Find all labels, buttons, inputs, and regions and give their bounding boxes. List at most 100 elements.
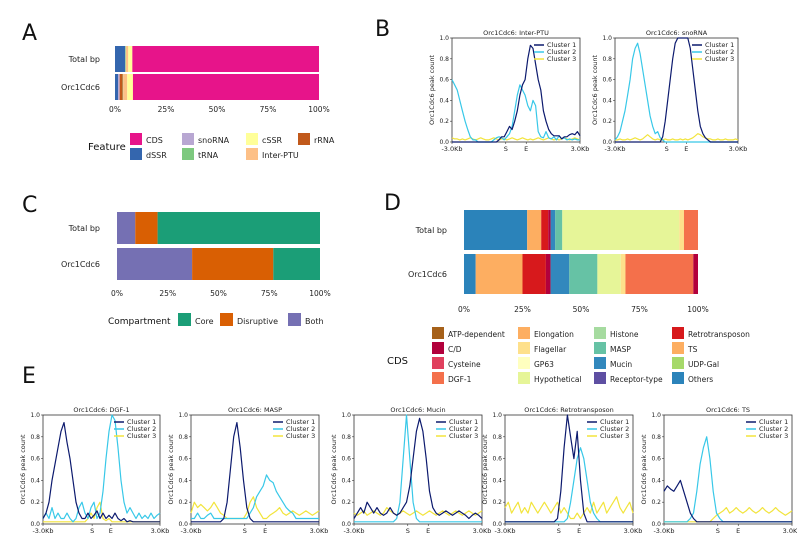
category-label: Orc1Cdc6 [61, 83, 100, 92]
plot-title: Orc1Cdc6: MASP [228, 406, 282, 414]
bar-c-1-core [273, 248, 320, 280]
legend-swatch [594, 357, 606, 369]
y-tick-label: 0.4 [341, 477, 351, 484]
bar-a-1-inter-ptu [123, 74, 127, 100]
panel-e4: Orc1Cdc6: Retrotransposon Orc1Cdc6 peak c… [481, 406, 642, 535]
y-tick-label: 1.0 [439, 35, 449, 42]
category-label: Total bp [415, 226, 447, 235]
legend-label: C/D [448, 345, 462, 354]
legend-swatch [246, 148, 258, 160]
legend-label: Cluster 3 [449, 432, 478, 440]
x-tick-label: 100% [309, 289, 330, 298]
series-line-cluster-3 [664, 508, 792, 522]
legend-swatch [432, 372, 444, 384]
plot-title: Orc1Cdc6: Inter-PTU [483, 29, 549, 37]
x-tick-label: 75% [631, 305, 648, 314]
plot-title: Orc1Cdc6: Retrotransposon [524, 406, 614, 414]
x-tick-label: E [684, 145, 688, 153]
legend-swatch [594, 372, 606, 384]
legend-swatch [518, 327, 530, 339]
y-axis-label: Orc1Cdc6 peak count [428, 55, 436, 126]
legend-label: Core [195, 317, 214, 326]
x-tick-label: E [426, 527, 430, 535]
bar-a-1-cssr [127, 74, 133, 100]
bar-d-1-others [464, 254, 476, 294]
legend-label: Retrotransposon [688, 330, 750, 339]
x-tick-label: 50% [573, 305, 590, 314]
y-tick-label: 0.2 [178, 499, 188, 506]
y-tick-label: 0.2 [439, 118, 449, 125]
bar-c-1-disruptive [192, 248, 273, 280]
x-tick-label: 75% [260, 105, 277, 114]
x-tick-label: S [406, 527, 410, 535]
y-tick-label: 0.8 [30, 434, 40, 441]
legend-swatch [672, 342, 684, 354]
legend-title: Feature [88, 142, 126, 153]
x-tick-label: 0% [109, 105, 121, 114]
x-tick-label: 50% [210, 289, 227, 298]
x-tick-label: -3.0Kb [32, 527, 53, 535]
bar-d-0-others [464, 210, 527, 250]
series-line-cluster-3 [615, 134, 738, 140]
y-tick-label: 1.0 [651, 412, 661, 419]
legend-swatch [298, 133, 310, 145]
bar-d-0-dgf-1 [684, 210, 698, 250]
y-axis-label: Orc1Cdc6 peak count [481, 434, 489, 505]
panel-e3: Orc1Cdc6: MucinOrc1Cdc6 peak count0.00.2… [330, 406, 491, 535]
bar-c-0-core [158, 212, 320, 244]
category-label: Total bp [68, 55, 100, 64]
y-tick-label: 0.6 [341, 456, 351, 463]
x-tick-label: S [557, 527, 561, 535]
bar-a-0-inter-ptu [126, 46, 128, 72]
x-tick-label: S [504, 145, 508, 153]
series-line-cluster-2 [191, 475, 319, 519]
legend-title: CDS [387, 356, 408, 367]
legend-label: Cluster 3 [705, 55, 734, 63]
y-tick-label: 0.8 [651, 434, 661, 441]
x-tick-label: E [263, 527, 267, 535]
x-tick-label: 0% [458, 305, 470, 314]
plot-title: Orc1Cdc6: Mucin [390, 406, 445, 414]
panel-b2: Orc1Cdc6: snoRNAOrc1Cdc6 peak count0.00.… [591, 29, 747, 153]
legend-label: Cluster 3 [127, 432, 156, 440]
legend-label: Elongation [534, 330, 574, 339]
bar-d-1-hypothetical [597, 254, 620, 294]
panel-label-d: D [384, 191, 401, 216]
x-tick-label: -3.0Kb [441, 145, 462, 153]
legend-label: dSSR [146, 151, 167, 160]
plot-title: Orc1Cdc6: DGF-1 [73, 406, 129, 414]
panel-e2: Orc1Cdc6: MASPOrc1Cdc6 peak count0.00.20… [167, 406, 328, 535]
legend-c: Compartment Core Disruptive Both [108, 313, 324, 327]
plot-title: Orc1Cdc6: TS [706, 406, 750, 414]
legend-label: CDS [146, 136, 163, 145]
x-tick-label: 3.0Kb [151, 527, 170, 535]
legend-swatch [594, 342, 606, 354]
x-tick-label: 3.0Kb [729, 145, 748, 153]
y-tick-label: 0.4 [30, 477, 40, 484]
category-label: Orc1Cdc6 [408, 270, 447, 279]
x-tick-label: 3.0Kb [310, 527, 329, 535]
x-tick-label: 25% [159, 289, 176, 298]
legend-label: Cluster 3 [286, 432, 315, 440]
x-tick-label: 3.0Kb [571, 145, 590, 153]
bar-d-0-hypothetical [562, 210, 679, 250]
bar-a-1-dssr [115, 74, 118, 100]
series-line-cluster-1 [664, 480, 792, 521]
x-tick-label: S [665, 145, 669, 153]
y-tick-label: 0.6 [439, 77, 449, 84]
y-axis-label: Orc1Cdc6 peak count [330, 434, 338, 505]
x-tick-label: S [243, 527, 247, 535]
legend-swatch [672, 327, 684, 339]
legend-swatch [432, 357, 444, 369]
x-tick-label: 100% [687, 305, 708, 314]
legend-swatch [672, 357, 684, 369]
x-tick-label: 50% [209, 105, 226, 114]
x-tick-label: E [577, 527, 581, 535]
y-tick-label: 0.4 [439, 97, 449, 104]
series-line-cluster-2 [452, 80, 580, 142]
x-tick-label: 100% [308, 105, 329, 114]
x-tick-label: -3.0Kb [180, 527, 201, 535]
x-tick-label: S [90, 527, 94, 535]
y-tick-label: 1.0 [602, 35, 612, 42]
bar-a-1-snorna [118, 74, 120, 100]
